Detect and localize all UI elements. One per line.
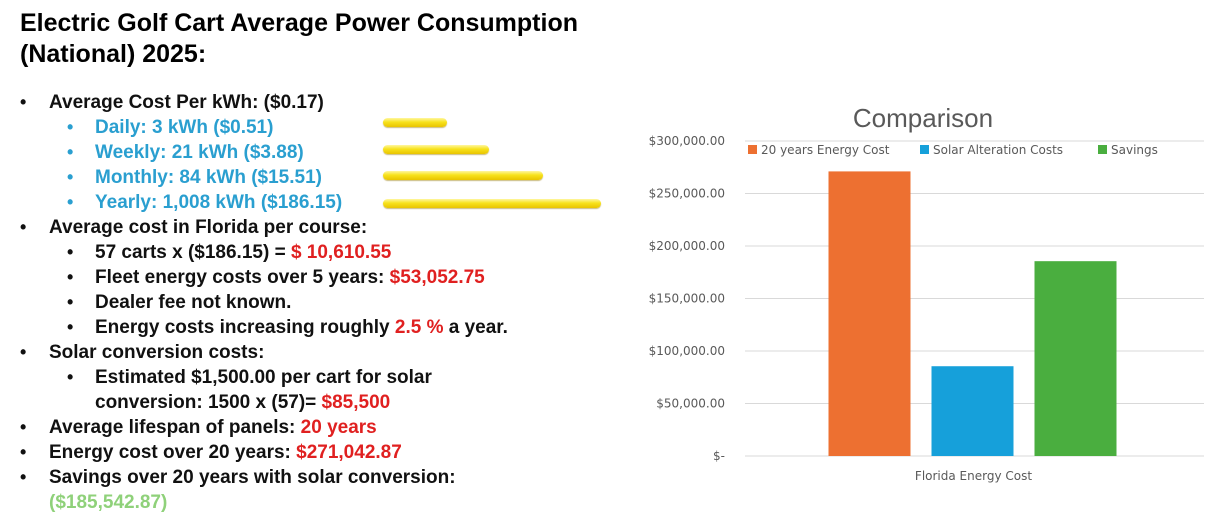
legend-swatch: [920, 145, 929, 154]
y-tick-label: $300,000.00: [649, 134, 725, 148]
consumption-bar-monthly: [383, 171, 543, 180]
lifespan-text: Average lifespan of panels: 20 years: [49, 415, 377, 440]
yearly-text: Yearly: 1,008 kWh ($186.15): [95, 192, 343, 213]
y-tick-label: $100,000.00: [649, 344, 725, 358]
bullet-dot: •: [67, 317, 74, 337]
avg-cost-text: Average Cost Per kWh: ($0.17): [49, 92, 324, 113]
carts-value: $ 10,610.55: [290, 242, 392, 263]
page-title: Electric Golf Cart Average Power Consump…: [20, 9, 578, 68]
increase-value: 2.5 %: [394, 317, 444, 338]
estimate-value: $85,500: [321, 392, 391, 413]
increase-prefix: Energy costs increasing roughly: [95, 317, 395, 338]
savings-text: Savings over 20 years with solar convers…: [49, 467, 456, 488]
bullet-dot: •: [20, 217, 27, 237]
solar-text: Solar conversion costs:: [49, 342, 265, 363]
consumption-bar-yearly: [383, 199, 601, 208]
y-tick-label: $200,000.00: [649, 239, 725, 253]
lifespan-prefix: Average lifespan of panels:: [49, 417, 301, 438]
bullet-dot: •: [67, 142, 74, 162]
fleet-text: Fleet energy costs over 5 years: $53,052…: [95, 265, 485, 290]
bullet-dot: •: [20, 342, 27, 362]
bullet-dot: •: [20, 92, 27, 112]
daily-text: Daily: 3 kWh ($0.51): [95, 117, 274, 138]
legend-label: Savings: [1111, 143, 1158, 157]
comparison-chart: Comparison $- $50,000.00 $100,000.00 $150,00…: [649, 103, 1204, 483]
bullet-dot: •: [67, 117, 74, 137]
monthly-text: Monthly: 84 kWh ($15.51): [95, 167, 322, 188]
legend-label: 20 years Energy Cost: [761, 143, 890, 157]
estimate-line2: conversion: 1500 x (57)= $85,500: [95, 390, 390, 415]
estimate-line2-prefix: conversion: 1500 x (57)=: [95, 392, 322, 413]
legend-label: Solar Alteration Costs: [933, 143, 1063, 157]
fleet-prefix: Fleet energy costs over 5 years:: [95, 267, 390, 288]
carts-text: 57 carts x ($186.15) = $ 10,610.55: [95, 240, 391, 265]
carts-prefix: 57 carts x ($186.15) =: [95, 242, 291, 263]
energy20-text: Energy cost over 20 years: $271,042.87: [49, 440, 402, 465]
chart-title: Comparison: [853, 103, 993, 133]
fleet-value: $53,052.75: [389, 267, 485, 288]
legend-swatch: [748, 145, 757, 154]
y-tick-label: $250,000.00: [649, 187, 725, 201]
estimate-line1: Estimated $1,500.00 per cart for solar: [95, 367, 432, 388]
increase-text: Energy costs increasing roughly 2.5 % a …: [95, 315, 508, 340]
energy20-prefix: Energy cost over 20 years:: [49, 442, 297, 463]
legend-swatch: [1098, 145, 1107, 154]
bullet-dot: •: [67, 267, 74, 287]
dealer-text: Dealer fee not known.: [95, 292, 292, 313]
bullet-dot: •: [67, 367, 74, 387]
x-category-label: Florida Energy Cost: [915, 469, 1032, 483]
florida-text: Average cost in Florida per course:: [49, 217, 368, 238]
bullet-dot: •: [67, 242, 74, 262]
bar-solar-alteration-costs: [931, 366, 1014, 456]
lifespan-value: 20 years: [300, 417, 377, 438]
bullet-dot: •: [20, 467, 27, 487]
y-tick-label: $-: [713, 449, 725, 463]
bullet-dot: •: [20, 442, 27, 462]
y-tick-label: $50,000.00: [656, 397, 725, 411]
bullet-dot: •: [67, 192, 74, 212]
bullet-dot: •: [20, 417, 27, 437]
consumption-bar-weekly: [383, 145, 489, 154]
weekly-text: Weekly: 21 kWh ($3.88): [95, 142, 304, 163]
energy20-value: $271,042.87: [296, 442, 402, 463]
savings-value: ($185,542.87): [49, 492, 168, 513]
bullet-dot: •: [67, 167, 74, 187]
consumption-bar-daily: [383, 118, 447, 127]
increase-suffix: a year.: [443, 317, 508, 338]
bar-20-years-energy-cost: [828, 171, 911, 457]
y-tick-label: $150,000.00: [649, 292, 725, 306]
bar-savings: [1034, 261, 1117, 456]
bullet-dot: •: [67, 292, 74, 312]
